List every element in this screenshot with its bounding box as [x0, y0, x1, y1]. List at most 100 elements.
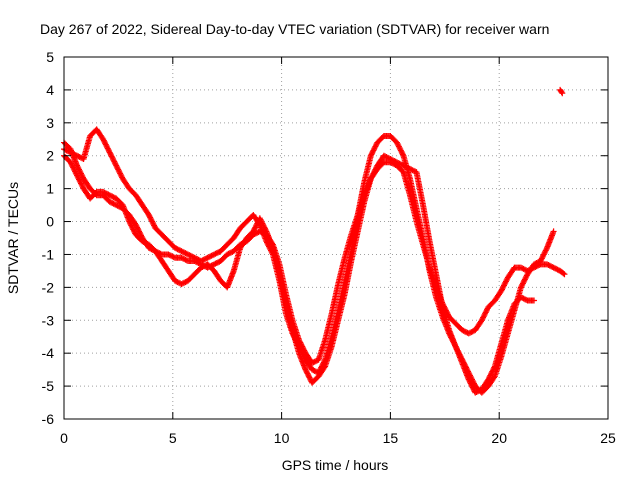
data-point [309, 366, 316, 373]
data-point [298, 348, 305, 355]
data-point [64, 148, 71, 155]
data-point [384, 154, 391, 161]
data-point [371, 169, 378, 176]
data-point [453, 346, 460, 353]
data-point [318, 363, 325, 370]
data-point [68, 150, 75, 157]
data-point [130, 226, 137, 233]
data-point [72, 169, 79, 176]
data-point [296, 344, 303, 351]
data-point [502, 278, 509, 285]
data-point [75, 175, 82, 182]
data-point [194, 256, 201, 263]
data-point [320, 360, 327, 367]
data-point [311, 367, 318, 374]
data-point [538, 256, 545, 263]
data-point [77, 170, 84, 177]
data-point [397, 147, 404, 154]
data-point [148, 217, 155, 224]
data-point [145, 211, 152, 218]
data-point [470, 379, 477, 386]
data-point [394, 140, 401, 147]
data-point [393, 139, 400, 146]
data-point [100, 137, 107, 144]
data-point [179, 255, 186, 262]
data-point [169, 253, 176, 260]
data-point [467, 372, 474, 379]
data-point [186, 252, 193, 259]
y-tick-labels: -6 -5 -4 -3 -2 -1 0 1 2 3 4 5 [42, 49, 55, 427]
data-point [213, 250, 220, 257]
data-point [77, 179, 84, 186]
data-point [531, 297, 538, 304]
data-point [182, 250, 189, 257]
data-point [306, 374, 313, 381]
x-tick-label: 10 [274, 430, 290, 446]
data-point [458, 355, 465, 362]
data-point [544, 261, 551, 268]
data-point [500, 282, 507, 289]
data-point [103, 142, 110, 149]
data-point [111, 159, 118, 166]
data-point [294, 340, 301, 347]
data-point [517, 284, 524, 291]
data-point [129, 225, 136, 232]
y-tick-label: 0 [46, 214, 54, 230]
data-point [226, 250, 233, 257]
data-point [450, 338, 457, 345]
data-point [76, 177, 83, 184]
y-tick-label: 1 [46, 181, 54, 197]
data-point [203, 255, 210, 262]
data-point [396, 160, 403, 167]
data-point [368, 174, 375, 181]
data-point [146, 213, 153, 220]
data-point [459, 358, 466, 365]
data-point [538, 255, 545, 262]
data-point [77, 180, 84, 187]
data-point [519, 281, 526, 288]
data-point [483, 308, 490, 315]
data-point [478, 317, 485, 324]
data-point [560, 270, 567, 277]
data-point [372, 166, 379, 173]
data-point [451, 340, 458, 347]
data-points [61, 86, 568, 396]
data-point [543, 246, 550, 253]
data-point [540, 252, 547, 259]
data-point [553, 265, 560, 272]
data-point [460, 359, 467, 366]
data-point [78, 181, 85, 188]
data-point [469, 377, 476, 384]
data-point [264, 239, 271, 246]
data-point [316, 368, 323, 375]
data-point [104, 145, 111, 152]
data-point [188, 253, 195, 260]
data-point [113, 162, 120, 169]
data-point [207, 253, 214, 260]
data-point [149, 219, 156, 226]
data-point [542, 247, 549, 254]
data-point [267, 247, 274, 254]
data-point [461, 328, 468, 335]
data-point [498, 287, 505, 294]
data-point [102, 140, 109, 147]
data-point [209, 252, 216, 259]
data-point [182, 256, 189, 263]
data-point [128, 223, 135, 230]
data-point [128, 222, 135, 229]
data-point [499, 286, 506, 293]
y-tick-label: -4 [42, 345, 55, 361]
data-point [114, 165, 121, 172]
data-point [480, 314, 487, 321]
data-point [74, 152, 81, 159]
data-point [183, 250, 190, 257]
data-point [372, 143, 379, 150]
data-point [410, 167, 417, 174]
data-point [380, 152, 387, 159]
data-point [464, 367, 471, 374]
data-point [294, 339, 301, 346]
data-point [521, 266, 528, 273]
data-point [173, 278, 180, 285]
data-point [108, 153, 115, 160]
data-point [484, 306, 491, 313]
